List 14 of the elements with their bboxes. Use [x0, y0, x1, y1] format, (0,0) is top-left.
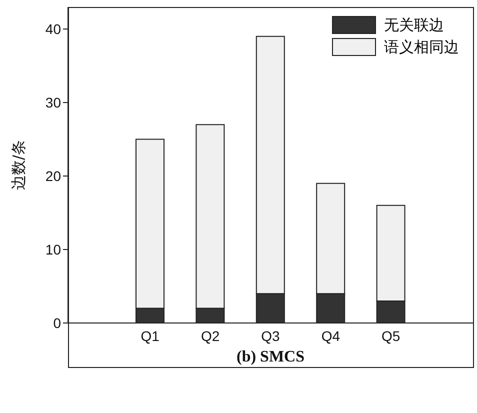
- x-tick-label: Q4: [321, 328, 340, 344]
- legend-label: 无关联边: [384, 16, 444, 34]
- legend-label: 语义相同边: [384, 38, 459, 56]
- x-tick-label: Q1: [140, 328, 160, 344]
- y-tick-label: 40: [45, 21, 62, 38]
- y-tick-label: 0: [53, 314, 62, 331]
- y-tick-label: 10: [45, 241, 62, 258]
- x-tick-label: Q3: [261, 328, 280, 344]
- y-tick-label: 20: [45, 168, 62, 184]
- x-axis-title: (b) SMCS: [236, 348, 305, 366]
- y-tick-label: 30: [45, 94, 62, 111]
- x-tick-label: Q2: [200, 328, 220, 344]
- y-axis-title: 边数/条: [9, 140, 28, 190]
- x-tick-label: Q5: [382, 328, 400, 344]
